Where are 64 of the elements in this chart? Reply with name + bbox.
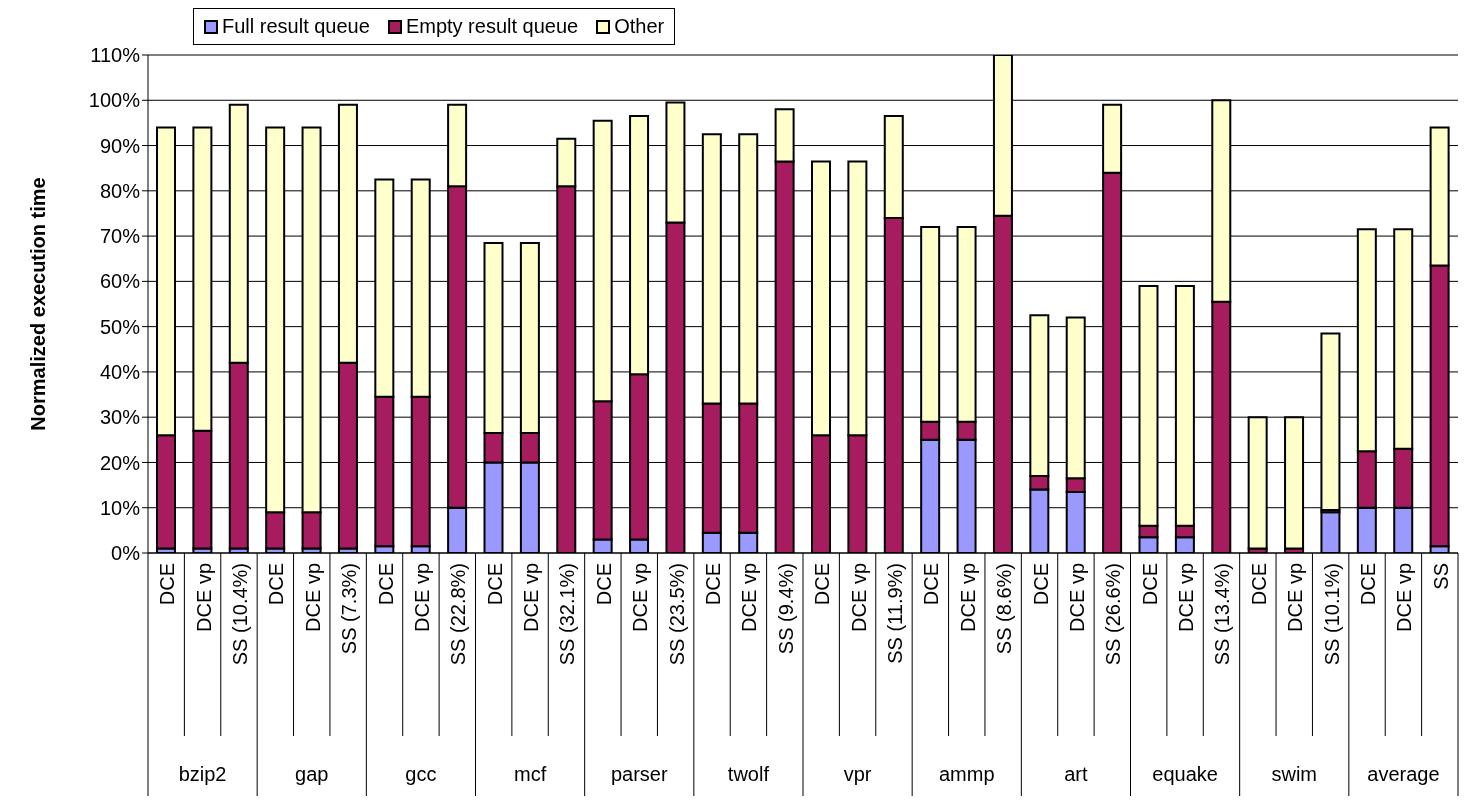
- y-tick-label: 10%: [99, 496, 141, 519]
- x-tick-label: SS (13.4%): [1211, 563, 1234, 666]
- y-tick-label: 100%: [88, 89, 141, 112]
- y-tick-label: 20%: [99, 451, 141, 474]
- x-tick-label: DCE vp: [301, 563, 324, 632]
- x-tick-label: DCE vp: [1393, 563, 1416, 632]
- x-tick-label: DCE: [156, 563, 179, 606]
- x-tick-label: DCE: [1138, 563, 1161, 606]
- x-tick-label: SS (8.6%): [993, 563, 1016, 655]
- x-tick-label: SS (23.5%): [665, 563, 688, 666]
- y-tick-label: 40%: [99, 361, 141, 384]
- legend-label: Empty result queue: [404, 15, 579, 38]
- x-tick-label: DCE: [1247, 563, 1270, 606]
- x-tick-label: DCE vp: [738, 563, 761, 632]
- y-tick-label: 30%: [99, 406, 141, 429]
- y-tick-label: 110%: [90, 44, 141, 67]
- text: parser: [610, 763, 668, 785]
- x-tick-label: DCE vp: [847, 563, 870, 632]
- y-tick-label: 90%: [99, 134, 141, 157]
- y-tick-label: 50%: [99, 315, 141, 338]
- text: bzip2: [178, 763, 227, 785]
- y-axis-title: Normalized execution time: [27, 177, 50, 431]
- x-tick-label: DCE: [920, 563, 943, 606]
- x-tick-label: DCE: [592, 563, 615, 606]
- legend-label: Other: [613, 15, 665, 38]
- x-tick-label: SS (9.4%): [774, 563, 797, 655]
- x-tick-label: DCE vp: [1284, 563, 1307, 632]
- text: gcc: [405, 763, 437, 785]
- text: mcf: [513, 763, 547, 785]
- x-tick-label: DCE vp: [520, 563, 543, 632]
- text: average: [1367, 763, 1440, 785]
- text: ammp: [938, 763, 995, 785]
- text: twolf: [727, 763, 770, 785]
- x-tick-label: DCE: [1357, 563, 1380, 606]
- x-tick-label: DCE vp: [1175, 563, 1198, 632]
- text: vpr: [843, 763, 872, 785]
- x-tick-label: DCE vp: [1065, 563, 1088, 632]
- x-tick-label: SS (7.3%): [338, 563, 361, 655]
- x-tick-label: DCE vp: [192, 563, 215, 632]
- x-tick-label: DCE: [483, 563, 506, 606]
- x-tick-label: SS (11.9%): [883, 563, 906, 664]
- text: art: [1064, 763, 1089, 785]
- y-tick-label: 0%: [111, 542, 141, 565]
- legend-label: Full result queue: [221, 15, 370, 38]
- y-tick-label: 80%: [99, 179, 141, 202]
- x-tick-label: DCE: [374, 563, 397, 606]
- x-tick-label: DCE vp: [410, 563, 433, 632]
- x-tick-label: DCE: [265, 563, 288, 606]
- x-tick-label: SS (22.8%): [447, 563, 470, 666]
- text: equake: [1152, 763, 1218, 785]
- x-tick-label: SS (10.4%): [228, 563, 251, 666]
- x-tick-label: DCE: [811, 563, 834, 606]
- x-tick-label: SS (32.1%): [556, 563, 579, 666]
- y-tick-label: 70%: [99, 225, 141, 248]
- x-tick-label: SS: [1429, 563, 1452, 590]
- x-tick-label: DCE: [1029, 563, 1052, 606]
- text: swim: [1271, 763, 1318, 785]
- x-tick-label: SS (26.6%): [1102, 563, 1125, 666]
- x-tick-label: DCE vp: [629, 563, 652, 632]
- text: gap: [295, 763, 329, 785]
- x-tick-label: DCE: [702, 563, 725, 606]
- y-tick-label: 60%: [99, 270, 141, 293]
- x-tick-label: SS (10.1%): [1320, 563, 1343, 666]
- x-tick-label: DCE vp: [956, 563, 979, 632]
